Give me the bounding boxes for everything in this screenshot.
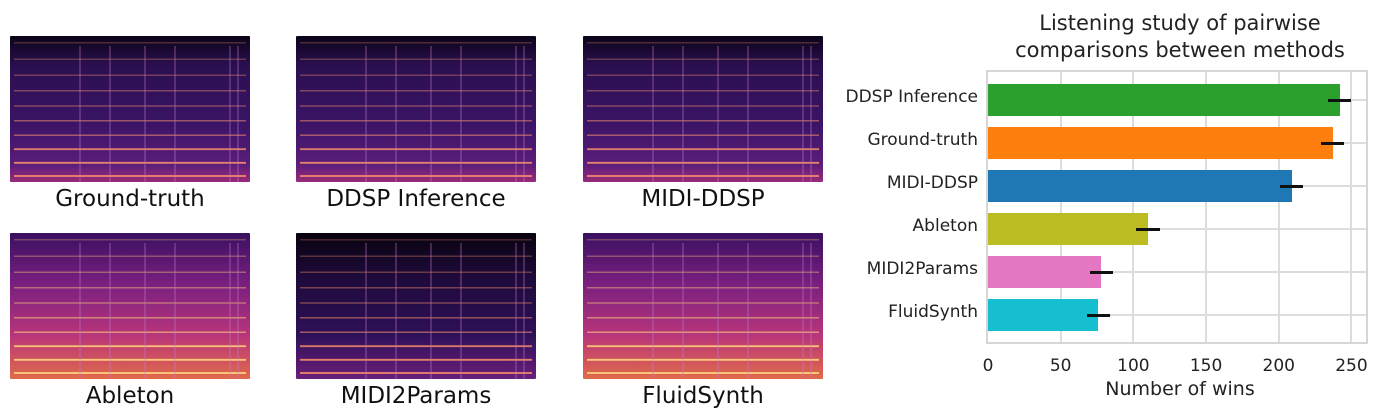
grid-line-horizontal: [988, 228, 1366, 230]
bar-ground-truth: [988, 127, 1333, 159]
y-axis-label: DDSP Inference: [845, 87, 978, 107]
y-axis-label: Ableton: [912, 216, 978, 236]
spectrogram-image: [296, 36, 536, 182]
grid-line-vertical: [1350, 72, 1353, 342]
spectrogram-label: DDSP Inference: [326, 186, 506, 212]
bar-fluidsynth: [988, 299, 1099, 331]
grid-line-vertical: [1059, 72, 1062, 342]
spectrogram-label: FluidSynth: [642, 383, 764, 409]
chart-title-line-2: comparisons between methods: [1015, 38, 1345, 62]
bar-ddsp-inference: [988, 84, 1340, 116]
spectrogram-image: [583, 36, 823, 182]
x-tick-label: 0: [982, 356, 994, 376]
grid-line-horizontal: [988, 314, 1366, 316]
bar-midi-ddsp: [988, 170, 1292, 202]
error-bar: [1320, 142, 1345, 145]
spectrogram-image: [10, 36, 250, 182]
spectrogram-label: MIDI-DDSP: [641, 186, 765, 212]
x-tick-label: 50: [1049, 356, 1072, 376]
x-axis-label: Number of wins: [1105, 378, 1255, 400]
grid-line-vertical: [1277, 72, 1280, 342]
error-bar: [1280, 185, 1304, 188]
spectrogram-label: MIDI2Params: [340, 383, 492, 409]
x-tick-label: 150: [1189, 356, 1223, 376]
grid-line-horizontal: [988, 271, 1366, 273]
x-tick-label: 250: [1335, 356, 1368, 376]
spectrogram-image: [583, 233, 823, 379]
chart-title-line-1: Listening study of pairwise: [1039, 11, 1321, 35]
error-bar: [1089, 271, 1114, 274]
spectrogram-image: [296, 233, 536, 379]
y-axis-label: MIDI2Params: [866, 259, 978, 279]
bar-chart-plot-area: [986, 70, 1368, 344]
spectrogram-label: Ableton: [85, 383, 175, 409]
bar-midi2params: [988, 256, 1102, 288]
y-axis-label: Ground-truth: [867, 130, 978, 150]
x-tick-label: 200: [1262, 356, 1295, 376]
grid-line-vertical: [1205, 72, 1208, 342]
chart-title: Listening study of pairwise comparisons …: [990, 10, 1370, 64]
spectrogram-image: [10, 233, 250, 379]
error-bar: [1328, 99, 1352, 102]
y-axis-label: FluidSynth: [888, 302, 978, 322]
x-tick-label: 100: [1117, 356, 1150, 376]
y-axis-label: MIDI-DDSP: [886, 173, 978, 193]
bar-ableton: [988, 213, 1148, 245]
grid-line-vertical: [1132, 72, 1135, 342]
error-bar: [1136, 228, 1160, 231]
error-bar: [1086, 314, 1111, 317]
spectrogram-label: Ground-truth: [55, 186, 205, 212]
